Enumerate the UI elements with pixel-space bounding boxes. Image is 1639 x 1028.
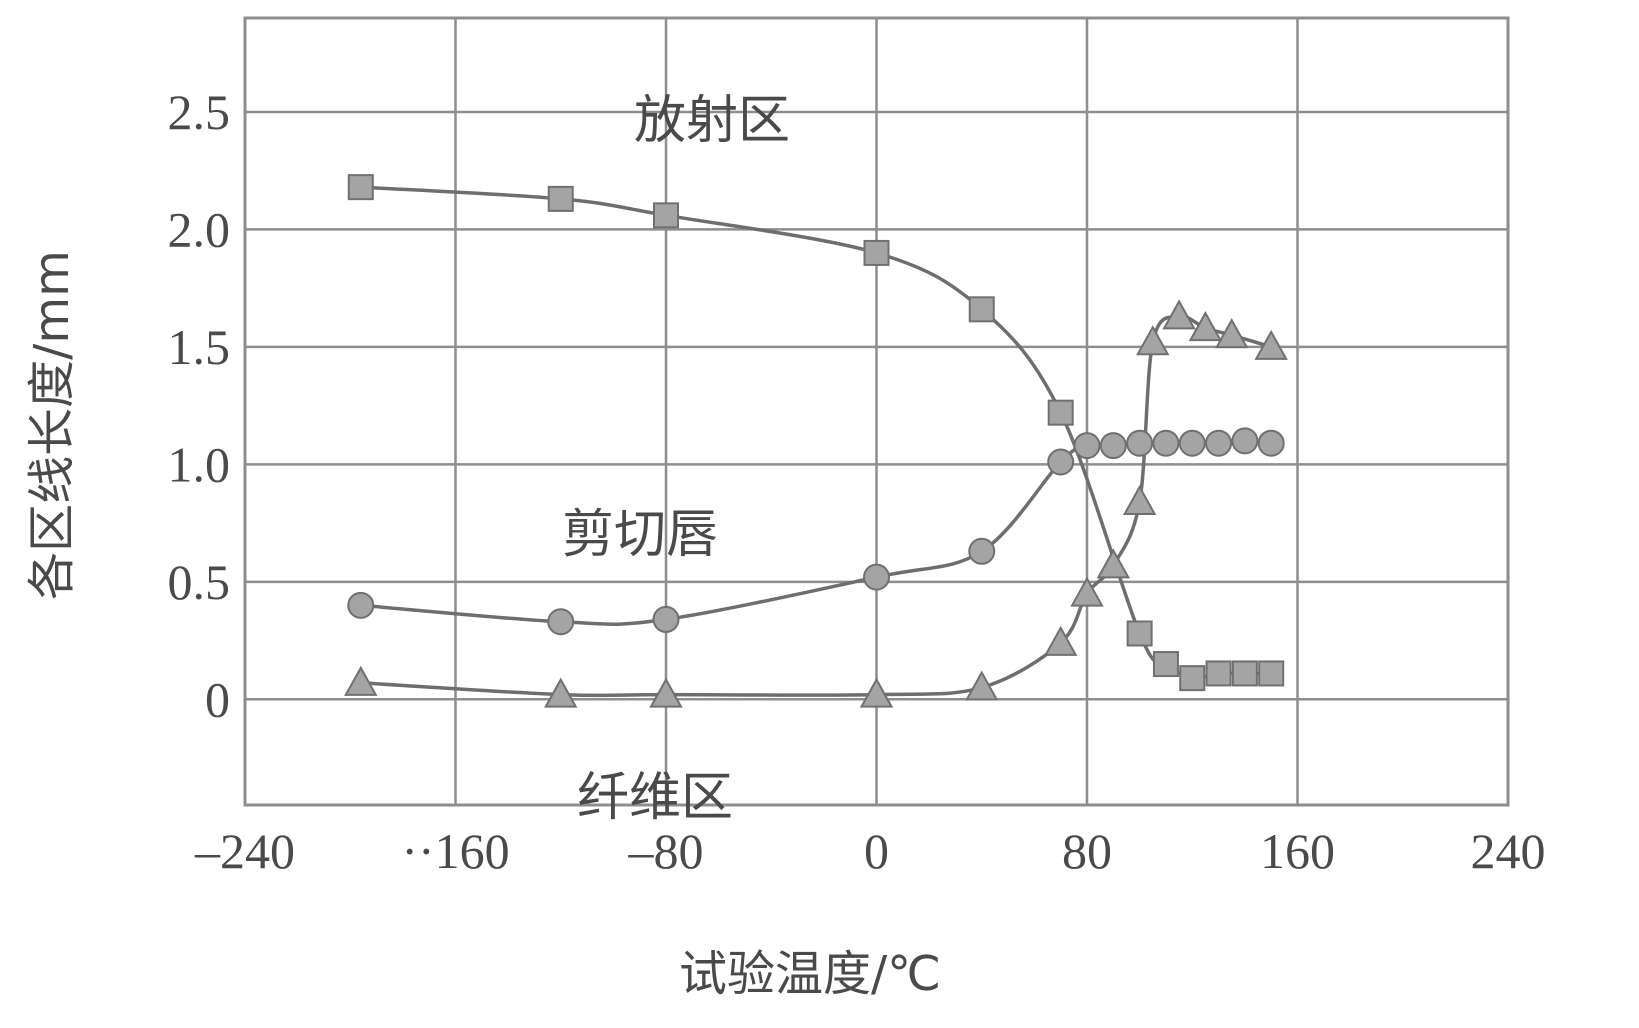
x-tick-label: 240: [1471, 823, 1546, 879]
square-marker: [1258, 660, 1285, 687]
series-line-circle: [360, 439, 1272, 626]
tick-labels: –240 ··160 –80 0 80 160 240 0 0.5 1.0 1.5 2.0 2.5: [168, 84, 1546, 879]
grid-layer: [243, 16, 1510, 807]
annotation-shear-lip: 剪切唇: [562, 505, 718, 565]
triangle-marker: [1188, 311, 1223, 342]
triangle-marker: [1215, 318, 1249, 349]
triangle-marker: [1136, 325, 1170, 356]
circle-marker: [1099, 432, 1127, 460]
square-marker: [547, 185, 574, 212]
square-marker: [1231, 660, 1258, 687]
triangle-marker: [1096, 548, 1131, 579]
x-tick-label: 160: [1260, 823, 1335, 879]
triangle-marker: [1043, 625, 1078, 656]
square-marker: [1047, 399, 1074, 426]
square-marker: [1179, 665, 1206, 692]
square-marker: [863, 239, 890, 266]
square-marker: [1126, 620, 1153, 647]
square-marker: [653, 202, 679, 229]
circle-marker: [1152, 429, 1180, 457]
square-marker: [968, 296, 995, 323]
triangle-marker: [1254, 329, 1288, 360]
y-tick-label: 2.5: [168, 84, 231, 140]
circle-marker: [968, 537, 996, 565]
y-tick-label: 2.0: [168, 201, 231, 257]
circle-marker: [1178, 429, 1206, 457]
circle-marker: [863, 563, 890, 591]
circle-marker: [652, 605, 680, 633]
triangle-marker: [1162, 299, 1196, 330]
square-marker: [1152, 651, 1179, 678]
triangle-marker: [859, 677, 894, 708]
triangle-marker: [344, 665, 378, 696]
triangle-marker: [1122, 484, 1157, 515]
annotation-radial-zone: 放射区: [634, 91, 790, 151]
x-axis-title: 试验温度/℃: [679, 946, 941, 1002]
x-tick-label: 80: [1062, 823, 1112, 879]
y-axis-title: 各区线长度/mm: [24, 250, 80, 600]
triangle-marker: [544, 677, 578, 708]
annotation-fiber-zone: 纤维区: [577, 768, 733, 828]
circle-marker: [1205, 429, 1233, 457]
triangle-marker: [965, 670, 999, 701]
y-tick-label: 0: [205, 671, 230, 727]
x-tick-label: ··160: [401, 823, 509, 879]
x-tick-label: –80: [628, 823, 704, 879]
circle-marker: [1257, 429, 1285, 457]
y-tick-label: 0.5: [168, 554, 231, 610]
square-marker: [347, 174, 374, 201]
circle-marker: [1126, 429, 1154, 457]
x-tick-label: 0: [864, 823, 889, 879]
triangle-marker: [649, 677, 683, 708]
series-markers: [344, 174, 1288, 708]
circle-marker: [347, 591, 375, 619]
circle-marker: [1073, 432, 1101, 460]
y-tick-label: 1.0: [168, 436, 231, 492]
triangle-marker: [1070, 576, 1104, 607]
square-marker: [1205, 660, 1232, 687]
x-tick-label: –240: [194, 823, 295, 879]
circle-marker: [1231, 427, 1259, 455]
circle-marker: [1047, 448, 1075, 476]
circle-marker: [547, 608, 575, 636]
y-tick-label: 1.5: [168, 319, 231, 375]
